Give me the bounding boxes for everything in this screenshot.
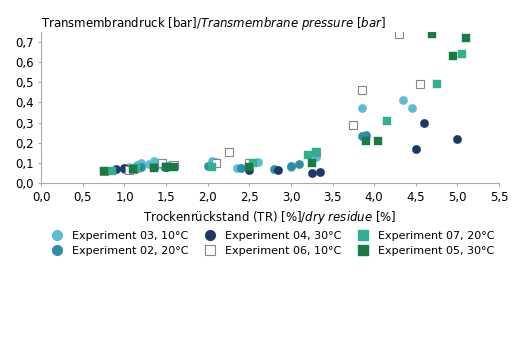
Point (145, 161, 154, 167)
Point (132, 165, 141, 171)
Point (245, 167, 254, 173)
Point (274, 167, 282, 173)
Point (307, 170, 316, 176)
Point (428, 31, 437, 37)
Point (225, 149, 233, 155)
Point (449, 53, 458, 59)
Point (358, 106, 366, 111)
Point (120, 165, 129, 171)
Point (132, 165, 141, 171)
Point (433, 82, 441, 87)
Point (312, 149, 320, 155)
Point (149, 158, 158, 163)
Point (149, 165, 158, 171)
Point (207, 158, 216, 163)
Point (383, 118, 391, 123)
Point (312, 154, 320, 160)
Point (157, 160, 166, 166)
Point (408, 106, 416, 111)
Point (170, 162, 179, 168)
Point (303, 152, 312, 158)
Point (212, 159, 220, 164)
Point (207, 164, 216, 170)
Point (99, 168, 108, 174)
Point (99, 168, 108, 174)
Point (395, 31, 403, 37)
Point (137, 160, 145, 166)
Point (162, 164, 170, 170)
Point (149, 164, 158, 170)
Point (149, 164, 158, 170)
Point (245, 160, 254, 166)
Point (232, 165, 241, 171)
Point (137, 164, 145, 170)
Point (287, 164, 295, 170)
Point (412, 146, 420, 152)
Point (129, 166, 137, 172)
Point (132, 162, 141, 168)
Point (249, 160, 257, 166)
Point (237, 165, 245, 171)
Point (129, 166, 137, 172)
Point (374, 138, 383, 144)
Point (362, 138, 370, 144)
Point (358, 133, 366, 139)
Point (358, 88, 366, 93)
Point (170, 164, 179, 170)
Point (461, 35, 470, 41)
Point (162, 164, 170, 170)
Point (112, 166, 120, 172)
Point (349, 122, 358, 127)
Point (120, 166, 129, 172)
Point (253, 159, 262, 164)
Point (270, 166, 279, 172)
Point (149, 164, 158, 170)
Point (162, 164, 170, 170)
X-axis label: Trockenrückstand (TR) [%]/$\mathit{dry\ residue\ [\%]}$: Trockenrückstand (TR) [%]/$\mathit{dry\ … (143, 209, 397, 226)
Point (453, 136, 462, 141)
Point (166, 162, 174, 168)
Point (415, 82, 424, 87)
Point (458, 51, 466, 57)
Point (245, 164, 254, 170)
Point (203, 163, 212, 169)
Point (362, 132, 370, 138)
Point (108, 168, 117, 174)
Point (129, 165, 137, 171)
Point (399, 98, 408, 103)
Text: Transmembrandruck [bar]/$\mathit{Transmembrane\ pressure\ [bar]}$: Transmembrandruck [bar]/$\mathit{Transme… (41, 15, 386, 32)
Point (316, 169, 325, 175)
Point (212, 160, 220, 166)
Point (295, 161, 304, 167)
Point (124, 167, 133, 173)
Point (129, 165, 137, 171)
Legend: Experiment 03, 10°C, Experiment 02, 20°C, Experiment 04, 30°C, Experiment 06, 10: Experiment 03, 10°C, Experiment 02, 20°C… (46, 231, 494, 256)
Point (307, 160, 316, 166)
Point (124, 164, 133, 170)
Point (312, 149, 320, 155)
Point (157, 162, 166, 168)
Point (420, 120, 428, 125)
Point (162, 164, 170, 170)
Point (287, 163, 295, 169)
